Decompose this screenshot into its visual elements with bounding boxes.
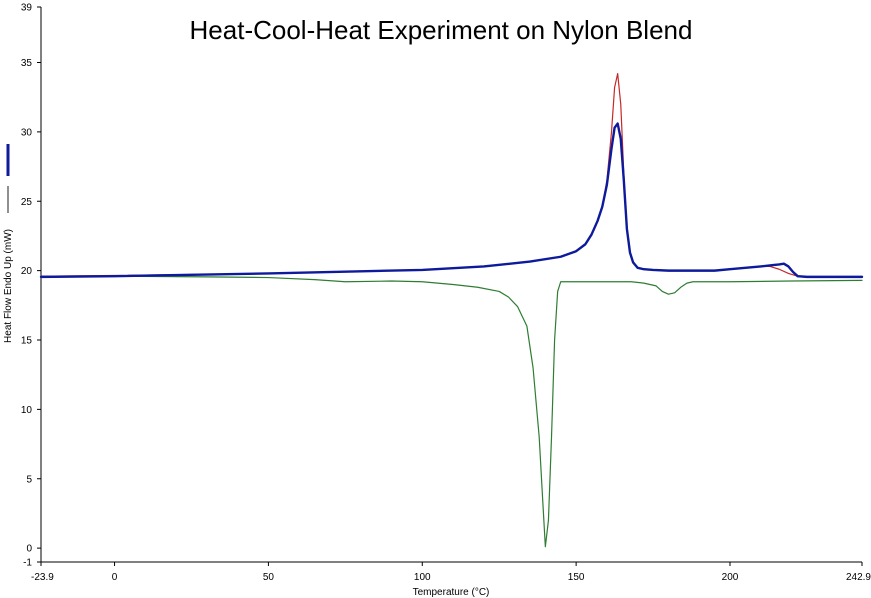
x-ticks: -23.9 0 50 100 150 200 242.9	[31, 562, 871, 583]
series-line-1	[40, 275, 863, 548]
y-tick-label: 10	[21, 405, 33, 416]
y-tick-label: 5	[26, 474, 32, 485]
y-tick-label: 30	[21, 127, 33, 138]
y-tick-label: 39	[21, 3, 33, 14]
x-tick-label: 50	[263, 572, 275, 583]
legend: Heat Flow Endo Up (mW)	[3, 144, 14, 343]
y-tick-label: 15	[21, 336, 33, 347]
y-tick-label: 20	[21, 266, 33, 277]
x-tick-label: 242.9	[846, 572, 871, 583]
x-tick-label: 150	[568, 572, 585, 583]
x-tick-label: 0	[112, 572, 118, 583]
x-tick-label: 200	[722, 572, 739, 583]
series-group	[39, 72, 864, 548]
y-axis-title: Heat Flow Endo Up (mW)	[3, 229, 14, 343]
y-tick-label: -1	[23, 558, 32, 569]
y-ticks: -1 0 5 10 15 20 25 30 35 39	[21, 3, 41, 569]
x-axis-title: Temperature (°C)	[413, 587, 490, 598]
x-tick-label: -23.9	[31, 572, 54, 583]
chart-title: Heat-Cool-Heat Experiment on Nylon Blend	[190, 15, 693, 45]
series-line-3	[39, 122, 864, 279]
y-tick-label: 0	[26, 544, 32, 555]
y-tick-label: 35	[21, 58, 33, 69]
series-line-2	[40, 72, 863, 278]
axes	[40, 7, 862, 563]
y-tick-label: 25	[21, 197, 33, 208]
x-tick-label: 100	[414, 572, 431, 583]
